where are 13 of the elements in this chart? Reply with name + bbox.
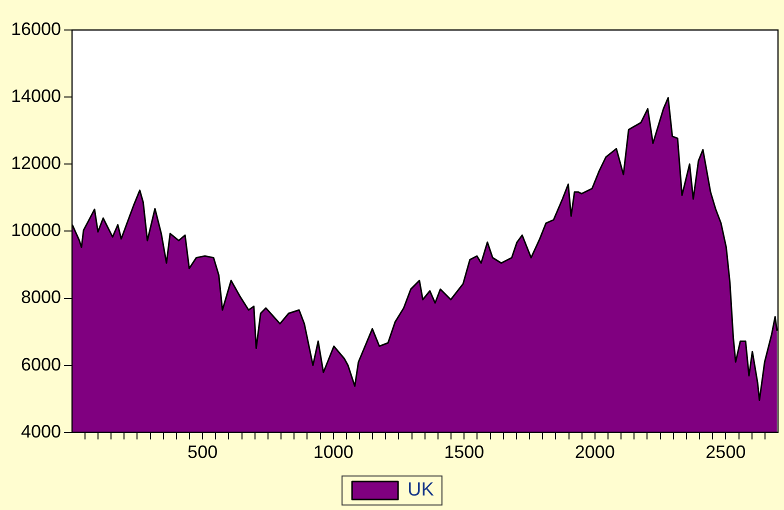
y-tick-label: 8000 (21, 287, 62, 308)
y-tick-label: 10000 (10, 220, 62, 240)
x-tick-label: 2500 (706, 442, 746, 462)
x-tick-label: 500 (188, 442, 218, 462)
y-tick-label: 12000 (10, 153, 62, 174)
x-tick-label: 1000 (313, 442, 354, 462)
x-tick-label: 1500 (444, 442, 484, 462)
legend-label: UK (408, 480, 434, 501)
y-tick-label: 16000 (10, 18, 62, 39)
x-tick-label: 2000 (574, 442, 615, 462)
y-tick-label: 4000 (21, 421, 62, 442)
y-tick-label: 14000 (10, 86, 62, 106)
y-tick-label: 6000 (21, 354, 62, 374)
